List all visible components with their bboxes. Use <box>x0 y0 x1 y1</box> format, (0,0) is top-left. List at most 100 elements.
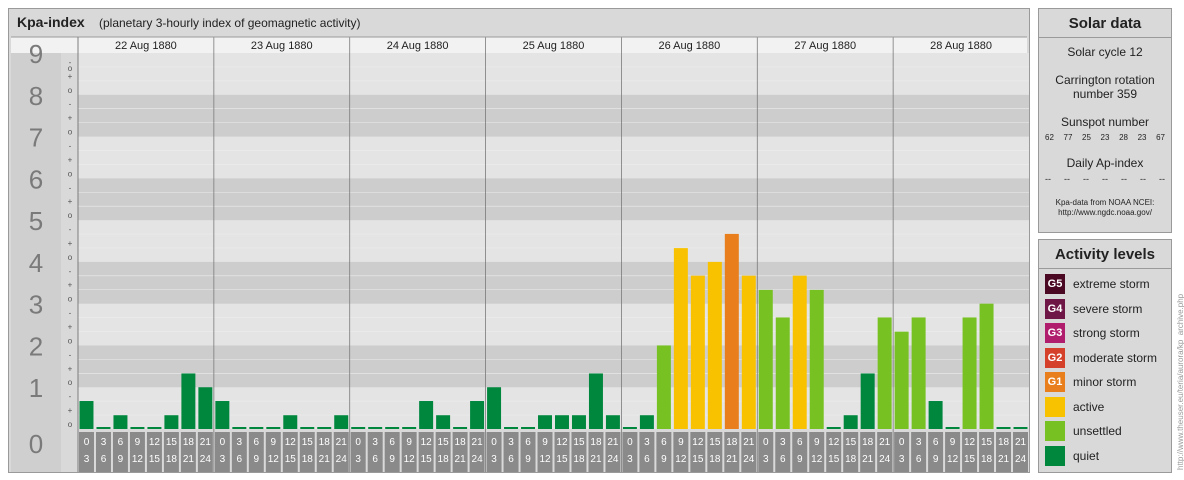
legend-swatch: G1 <box>1045 372 1065 392</box>
x-tick-box <box>911 432 927 472</box>
kp-bar <box>385 427 400 429</box>
kp-bar <box>419 401 434 429</box>
x-tick-box <box>486 432 502 472</box>
kp-bar <box>690 275 705 429</box>
chart-title: Kpa-index <box>17 14 85 30</box>
x-tick-label-top: 3 <box>644 437 650 448</box>
x-tick-label-top: 18 <box>998 437 1010 448</box>
kp-bar <box>266 427 281 429</box>
x-tick-label-bottom: 12 <box>132 454 144 465</box>
kp-bar <box>979 303 994 429</box>
x-tick-label-top: 9 <box>271 437 277 448</box>
kp-bar <box>673 248 688 429</box>
y-level-label: 5 <box>29 206 43 236</box>
x-tick-box <box>571 432 587 472</box>
x-tick-label-bottom: 6 <box>780 454 786 465</box>
x-tick-box <box>877 432 893 472</box>
x-tick-label-bottom: 21 <box>862 454 874 465</box>
y-sublabel: - <box>69 392 72 401</box>
x-tick-label-top: 15 <box>709 437 721 448</box>
x-tick-label-top: 18 <box>726 437 738 448</box>
x-tick-label-bottom: 9 <box>389 454 395 465</box>
x-tick-box <box>146 432 162 472</box>
y-level-label: 8 <box>29 81 43 111</box>
x-tick-label-bottom: 9 <box>797 454 803 465</box>
x-tick-box <box>843 432 859 472</box>
x-tick-label-bottom: 3 <box>763 454 769 465</box>
legend-swatch: G2 <box>1045 347 1065 368</box>
y-sublabel: + <box>68 364 73 373</box>
legend-quiet: quiet <box>1045 445 1099 466</box>
x-tick-box <box>894 432 910 472</box>
x-tick-label-top: 9 <box>135 437 141 448</box>
x-tick-label-top: 6 <box>389 437 395 448</box>
x-tick-label-bottom: 21 <box>590 454 602 465</box>
x-tick-label-top: 0 <box>899 437 905 448</box>
kp-bar <box>96 427 111 429</box>
x-tick-box <box>979 432 995 472</box>
x-tick-label-top: 6 <box>254 437 260 448</box>
sunspot-value: 28 <box>1119 133 1128 142</box>
x-tick-label-bottom: 3 <box>84 454 90 465</box>
ap-value: -- <box>1083 174 1089 184</box>
kp-bar <box>928 401 943 429</box>
kp-bar <box>911 317 926 429</box>
x-tick-label-top: 21 <box>607 437 619 448</box>
y-sublabel: o <box>68 211 73 220</box>
side-credit: http://www.theuser.eu/teria/aurora/kp_ar… <box>1176 293 1184 470</box>
x-tick-box <box>214 432 230 472</box>
kp-bar <box>724 233 739 429</box>
y-level-label: 1 <box>29 373 43 403</box>
x-tick-label-top: 0 <box>763 437 769 448</box>
kp-bar <box>300 427 315 429</box>
day-label: 28 Aug 1880 <box>930 40 992 52</box>
x-tick-box <box>248 432 264 472</box>
x-tick-label-top: 9 <box>542 437 548 448</box>
legend-swatch <box>1045 421 1065 441</box>
kp-bar <box>741 275 756 429</box>
kp-bar <box>860 373 875 429</box>
x-tick-label-bottom: 12 <box>947 454 959 465</box>
x-tick-label-top: 18 <box>455 437 467 448</box>
kp-bar <box>775 317 790 429</box>
x-tick-box <box>554 432 570 472</box>
x-tick-box <box>792 432 808 472</box>
x-tick-label-top: 6 <box>797 437 803 448</box>
x-tick-label-bottom: 24 <box>472 454 484 465</box>
y-sublabel: o <box>68 253 73 262</box>
x-tick-label-top: 18 <box>183 437 195 448</box>
y-sublabel: + <box>68 114 73 123</box>
legend-label: minor storm <box>1073 375 1137 389</box>
legend-swatch: G3 <box>1045 323 1065 343</box>
x-tick-box <box>333 432 349 472</box>
x-tick-box <box>95 432 111 472</box>
x-tick-label-bottom: 21 <box>455 454 467 465</box>
legend-active: active <box>1045 396 1104 417</box>
legend-label: moderate storm <box>1073 350 1158 365</box>
x-tick-label-bottom: 15 <box>421 454 433 465</box>
x-tick-label-top: 9 <box>406 437 412 448</box>
y-level-label: 3 <box>29 290 43 320</box>
x-tick-box <box>758 432 774 472</box>
x-tick-label-top: 21 <box>200 437 212 448</box>
y-sublabel-column <box>61 53 78 429</box>
x-tick-label-bottom: 6 <box>237 454 243 465</box>
legend-g1: G1 minor storm <box>1045 372 1136 392</box>
y-level-label: 7 <box>29 123 43 153</box>
kp-bar <box>894 331 909 429</box>
x-tick-label-top: 3 <box>780 437 786 448</box>
day-label: 24 Aug 1880 <box>387 40 449 52</box>
x-tick-box <box>588 432 604 472</box>
kp-bar <box>945 427 960 429</box>
kp-bar <box>368 427 383 429</box>
source-link[interactable]: http://www.ngdc.noaa.gov/ <box>1058 208 1152 217</box>
ap-value: -- <box>1064 174 1070 184</box>
x-tick-label-top: 15 <box>302 437 314 448</box>
legend-label: unsettled <box>1073 424 1122 438</box>
y-level-label: 2 <box>29 331 43 361</box>
legend-g4: G4 severe storm <box>1045 298 1142 319</box>
x-tick-label-top: 12 <box>692 437 704 448</box>
sunspot-value: 77 <box>1063 133 1073 142</box>
kp-bar <box>605 415 620 429</box>
legend-swatch <box>1045 396 1065 417</box>
